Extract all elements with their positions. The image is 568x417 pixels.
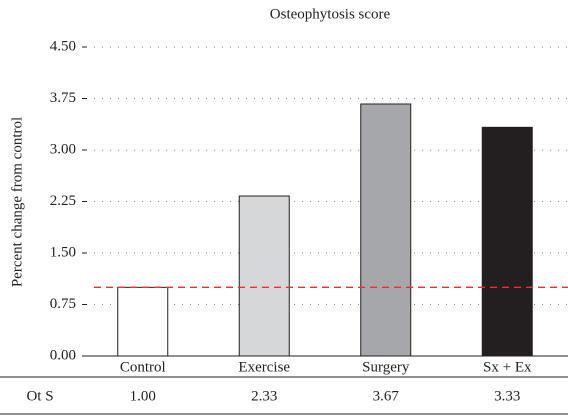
table-value: 3.67 <box>373 388 400 404</box>
y-tick-label: 2.25 <box>50 193 76 209</box>
y-tick-label: 0.75 <box>50 296 76 312</box>
y-tick-label: 0.00 <box>50 347 76 363</box>
table-value: 3.33 <box>494 388 520 404</box>
y-tick-label: 4.50 <box>50 38 76 54</box>
bar <box>117 286 169 357</box>
table-value: 1.00 <box>130 388 156 404</box>
row-label: Ot S <box>26 388 53 404</box>
bar <box>238 195 290 357</box>
table-value: 2.33 <box>251 388 277 404</box>
y-axis-label: Percent change from control <box>9 117 25 287</box>
x-tick-label: Surgery <box>362 359 410 375</box>
chart-title: Osteophytosis score <box>270 6 391 22</box>
y-tick-label: 3.75 <box>50 90 76 106</box>
bar <box>360 103 412 357</box>
bar <box>481 126 533 357</box>
x-tick-label: Sx + Ex <box>483 359 532 375</box>
y-tick-label: 1.50 <box>50 244 76 260</box>
y-tick-label: 3.00 <box>50 141 76 157</box>
x-tick-label: Control <box>120 359 166 375</box>
x-tick-label: Exercise <box>238 359 290 375</box>
